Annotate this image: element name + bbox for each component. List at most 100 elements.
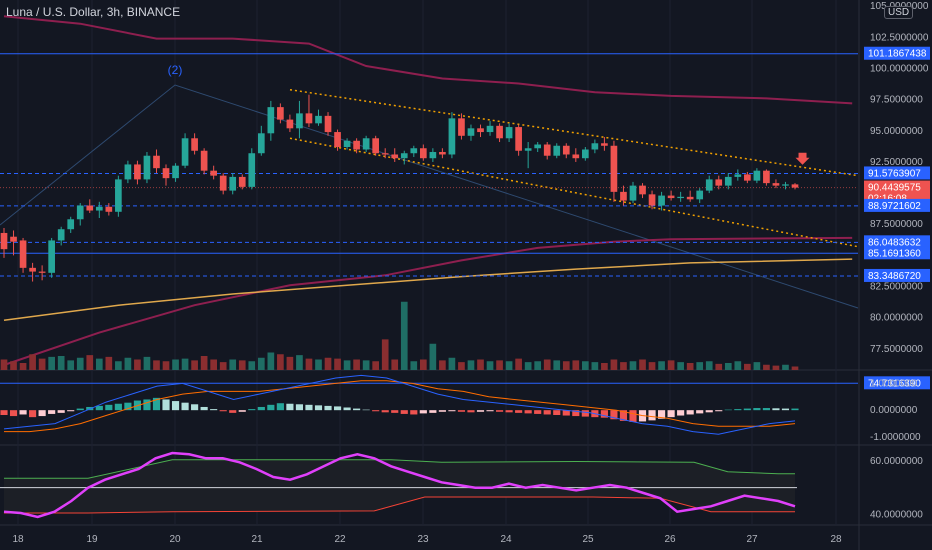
volume-bar <box>105 356 113 370</box>
candle-body <box>381 153 389 155</box>
x-tick-label: 26 <box>664 534 676 545</box>
macd-histogram-bar <box>38 410 46 417</box>
volume-bar <box>658 361 665 370</box>
volume-bar <box>419 359 427 370</box>
volume-bar <box>620 362 627 370</box>
macd-histogram-bar <box>562 410 570 416</box>
macd-histogram-bar <box>677 410 685 416</box>
macd-histogram-bar <box>486 410 494 412</box>
macd-histogram-bar <box>257 406 265 411</box>
candle-body <box>639 185 646 195</box>
candle-body <box>200 150 208 171</box>
macd-histogram-bar <box>457 410 466 412</box>
price-tag-label: 91.5763907 <box>868 168 921 179</box>
macd-histogram-bar <box>324 405 332 411</box>
volume-bar <box>76 357 84 370</box>
macd-histogram-bar <box>772 408 780 411</box>
candle-body <box>353 140 360 150</box>
volume-bar <box>524 362 532 370</box>
candle-body <box>248 153 256 187</box>
candle-body <box>534 144 542 149</box>
volume-bar <box>763 364 770 370</box>
rsi-band-fill <box>4 459 795 513</box>
candle-body <box>238 176 246 187</box>
volume-bar <box>591 362 599 370</box>
volume-bar <box>448 357 456 370</box>
candle-body <box>620 191 627 201</box>
macd-histogram-bar <box>362 409 370 411</box>
chart-title: Luna / U.S. Dollar, 3h, BINANCE <box>6 5 181 19</box>
volume-bar <box>686 363 694 370</box>
y-tick-label: 80.0000000 <box>870 313 923 324</box>
candle-body <box>400 153 408 159</box>
candle-body <box>296 113 303 129</box>
rsi-line <box>3 451 796 519</box>
macd-histogram-bar <box>705 410 713 413</box>
candle-body <box>181 138 189 166</box>
volume-bar <box>353 359 360 370</box>
macd-histogram-bar <box>19 410 27 415</box>
x-tick-label: 27 <box>746 534 758 545</box>
candle-body <box>610 145 618 192</box>
volume-bar <box>143 356 151 370</box>
macd-histogram-bar <box>619 410 628 421</box>
macd-histogram-bar <box>9 410 18 417</box>
candle-body <box>191 138 198 151</box>
candle-body <box>696 190 704 200</box>
volume-bar <box>315 359 322 370</box>
macd-histogram-bar <box>314 405 323 411</box>
price-tag-label: 83.3486720 <box>868 271 921 282</box>
volume-bar <box>610 359 618 370</box>
candle-body <box>763 170 770 184</box>
price-tag <box>864 246 930 260</box>
volume-bar <box>791 366 799 370</box>
candle-body <box>486 125 494 133</box>
macd-histogram-bar <box>238 410 246 412</box>
candle-body <box>686 196 694 200</box>
macd-histogram-bar <box>200 406 208 411</box>
rsi-lower-band <box>4 496 795 514</box>
macd-histogram-bar <box>400 410 408 414</box>
macd-histogram-bar <box>724 409 732 411</box>
volume-bar <box>553 360 561 370</box>
y-tick-label: 97.5000000 <box>870 95 923 106</box>
volume-bar <box>29 354 36 370</box>
candle-body <box>648 194 656 206</box>
candle-body <box>505 127 513 139</box>
volume-bar <box>267 352 275 370</box>
candle-body <box>315 115 322 124</box>
volume-bar <box>277 354 284 370</box>
macd-histogram-bar <box>572 410 580 417</box>
candle-body <box>753 170 761 181</box>
macd-tick-label: -1.0000000 <box>870 432 921 443</box>
macd-histogram-bar <box>286 403 294 411</box>
macd-histogram-bar <box>276 403 284 411</box>
candle-body <box>105 206 113 212</box>
candle-body <box>791 184 799 188</box>
volume-bar <box>696 362 704 370</box>
macd-histogram-bar <box>343 407 351 411</box>
volume-bar <box>0 359 8 370</box>
candle-body <box>172 165 179 179</box>
candle-body <box>667 195 675 199</box>
candle-body <box>10 236 17 242</box>
candle-body <box>210 170 217 176</box>
candle-body <box>734 174 742 177</box>
macd-histogram-bar <box>67 410 75 412</box>
volume-bar <box>19 363 27 370</box>
candle-body <box>582 149 589 159</box>
volume-bar <box>486 361 494 370</box>
price-tag-label: 101.1867438 <box>868 49 927 60</box>
candle-body <box>477 128 484 133</box>
channel-upper-line <box>289 88 859 177</box>
candle-body <box>439 151 446 155</box>
price-tag-label: 85.1691360 <box>868 248 921 259</box>
macd-tick-label: 1.0000000 <box>870 378 918 389</box>
y-tick-label: 77.5000000 <box>870 344 923 355</box>
volume-bar <box>210 359 217 370</box>
currency-button[interactable]: USD <box>884 6 914 19</box>
macd-histogram-bar <box>181 402 189 411</box>
candle-body <box>334 132 341 148</box>
macd-histogram-bar <box>438 410 446 412</box>
